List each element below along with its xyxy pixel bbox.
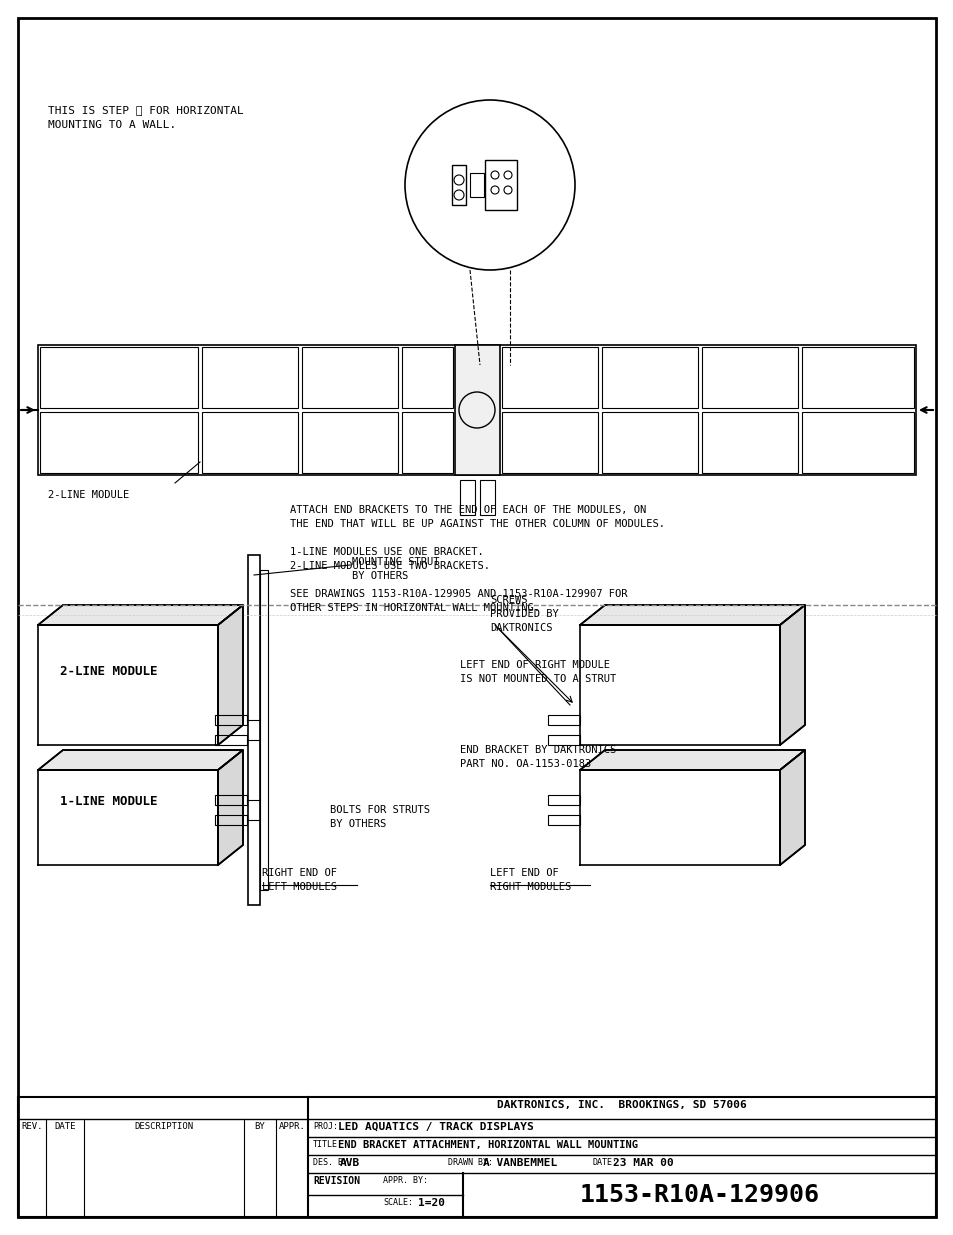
Bar: [501, 412, 598, 473]
Bar: [459, 480, 475, 515]
Text: DATE: DATE: [54, 1123, 75, 1131]
Bar: [801, 347, 913, 408]
Text: LEFT END OF RIGHT MODULE: LEFT END OF RIGHT MODULE: [459, 659, 609, 671]
Bar: [401, 347, 453, 408]
Text: DATE:: DATE:: [593, 1158, 618, 1167]
Text: APPR.: APPR.: [278, 1123, 305, 1131]
Text: PART NO. OA-1153-0183: PART NO. OA-1153-0183: [459, 760, 591, 769]
Text: PROVIDED BY: PROVIDED BY: [490, 609, 558, 619]
Text: SEE DRAWINGS 1153-R10A-129905 AND 1153-R10A-129907 FOR: SEE DRAWINGS 1153-R10A-129905 AND 1153-R…: [290, 589, 627, 599]
Text: END BRACKET BY DAKTRONICS: END BRACKET BY DAKTRONICS: [459, 745, 616, 755]
Bar: [470, 173, 483, 198]
Bar: [455, 345, 499, 475]
Text: BY OTHERS: BY OTHERS: [352, 571, 408, 580]
Bar: [701, 347, 797, 408]
Text: MOUNTING STRUT: MOUNTING STRUT: [352, 557, 439, 567]
Text: SCREWS: SCREWS: [490, 595, 527, 605]
Bar: [302, 412, 397, 473]
Bar: [547, 715, 579, 725]
Text: DAKTRONICS: DAKTRONICS: [490, 622, 552, 634]
Text: DRAWN BY:: DRAWN BY:: [448, 1158, 493, 1167]
Bar: [302, 347, 397, 408]
Bar: [501, 347, 598, 408]
Text: 2-LINE MODULE: 2-LINE MODULE: [60, 664, 157, 678]
Text: BOLTS FOR STRUTS: BOLTS FOR STRUTS: [330, 805, 430, 815]
Text: PROJ:: PROJ:: [313, 1123, 337, 1131]
Text: 2-LINE MODULES USE TWO BRACKETS.: 2-LINE MODULES USE TWO BRACKETS.: [290, 561, 490, 571]
Bar: [601, 347, 698, 408]
Text: AVB: AVB: [339, 1158, 360, 1168]
Text: 1-LINE MODULE: 1-LINE MODULE: [60, 795, 157, 808]
Text: BY: BY: [254, 1123, 265, 1131]
Bar: [452, 165, 465, 205]
Text: RIGHT MODULES: RIGHT MODULES: [490, 882, 571, 892]
Text: SCALE:: SCALE:: [382, 1198, 413, 1207]
Bar: [601, 412, 698, 473]
Polygon shape: [38, 750, 243, 769]
Polygon shape: [780, 605, 804, 745]
Text: REVISION: REVISION: [313, 1176, 359, 1186]
Text: THE END THAT WILL BE UP AGAINST THE OTHER COLUMN OF MODULES.: THE END THAT WILL BE UP AGAINST THE OTHE…: [290, 519, 664, 529]
Text: OTHER STEPS IN HORIZONTAL WALL MOUNTING.: OTHER STEPS IN HORIZONTAL WALL MOUNTING.: [290, 603, 539, 613]
Text: LED AQUATICS / TRACK DISPLAYS: LED AQUATICS / TRACK DISPLAYS: [337, 1123, 533, 1132]
Bar: [214, 715, 247, 725]
Bar: [202, 347, 297, 408]
Bar: [214, 795, 247, 805]
Text: LEFT MODULES: LEFT MODULES: [262, 882, 336, 892]
Bar: [701, 412, 797, 473]
Bar: [18, 1097, 935, 1216]
Polygon shape: [780, 750, 804, 864]
Bar: [214, 815, 247, 825]
Text: DES. BY:: DES. BY:: [313, 1158, 353, 1167]
Bar: [248, 555, 260, 905]
Bar: [38, 345, 915, 475]
Text: REV.: REV.: [21, 1123, 43, 1131]
Bar: [214, 735, 247, 745]
Text: BY OTHERS: BY OTHERS: [330, 819, 386, 829]
Bar: [260, 571, 268, 890]
Text: 23 MAR 00: 23 MAR 00: [613, 1158, 673, 1168]
Text: DAKTRONICS, INC.  BROOKINGS, SD 57006: DAKTRONICS, INC. BROOKINGS, SD 57006: [497, 1100, 746, 1110]
Bar: [401, 412, 453, 473]
Text: 1=20: 1=20: [417, 1198, 444, 1208]
Bar: [801, 412, 913, 473]
Text: TITLE:: TITLE:: [313, 1140, 343, 1149]
Text: ATTACH END BRACKETS TO THE END OF EACH OF THE MODULES, ON: ATTACH END BRACKETS TO THE END OF EACH O…: [290, 505, 645, 515]
Text: IS NOT MOUNTED TO A STRUT: IS NOT MOUNTED TO A STRUT: [459, 674, 616, 684]
Text: MOUNTING TO A WALL.: MOUNTING TO A WALL.: [48, 120, 176, 130]
Polygon shape: [218, 750, 243, 864]
Bar: [40, 412, 198, 473]
Bar: [479, 480, 495, 515]
Bar: [547, 795, 579, 805]
Text: END BRACKET ATTACHMENT, HORIZONTAL WALL MOUNTING: END BRACKET ATTACHMENT, HORIZONTAL WALL …: [337, 1140, 638, 1150]
Text: RIGHT END OF: RIGHT END OF: [262, 868, 336, 878]
Text: APPR. BY:: APPR. BY:: [382, 1176, 428, 1186]
Bar: [547, 735, 579, 745]
Text: A VANBEMMEL: A VANBEMMEL: [482, 1158, 557, 1168]
Bar: [484, 161, 517, 210]
Polygon shape: [38, 605, 243, 625]
Text: 1-LINE MODULES USE ONE BRACKET.: 1-LINE MODULES USE ONE BRACKET.: [290, 547, 483, 557]
Text: LEFT END OF: LEFT END OF: [490, 868, 558, 878]
Polygon shape: [218, 605, 243, 745]
Text: THIS IS STEP ② FOR HORIZONTAL: THIS IS STEP ② FOR HORIZONTAL: [48, 105, 244, 115]
Polygon shape: [579, 605, 804, 625]
Text: DESCRIPTION: DESCRIPTION: [134, 1123, 193, 1131]
Text: 2-LINE MODULE: 2-LINE MODULE: [48, 490, 129, 500]
Bar: [547, 815, 579, 825]
Bar: [40, 347, 198, 408]
Text: 1153-R10A-129906: 1153-R10A-129906: [578, 1183, 819, 1207]
Bar: [202, 412, 297, 473]
Polygon shape: [579, 750, 804, 769]
